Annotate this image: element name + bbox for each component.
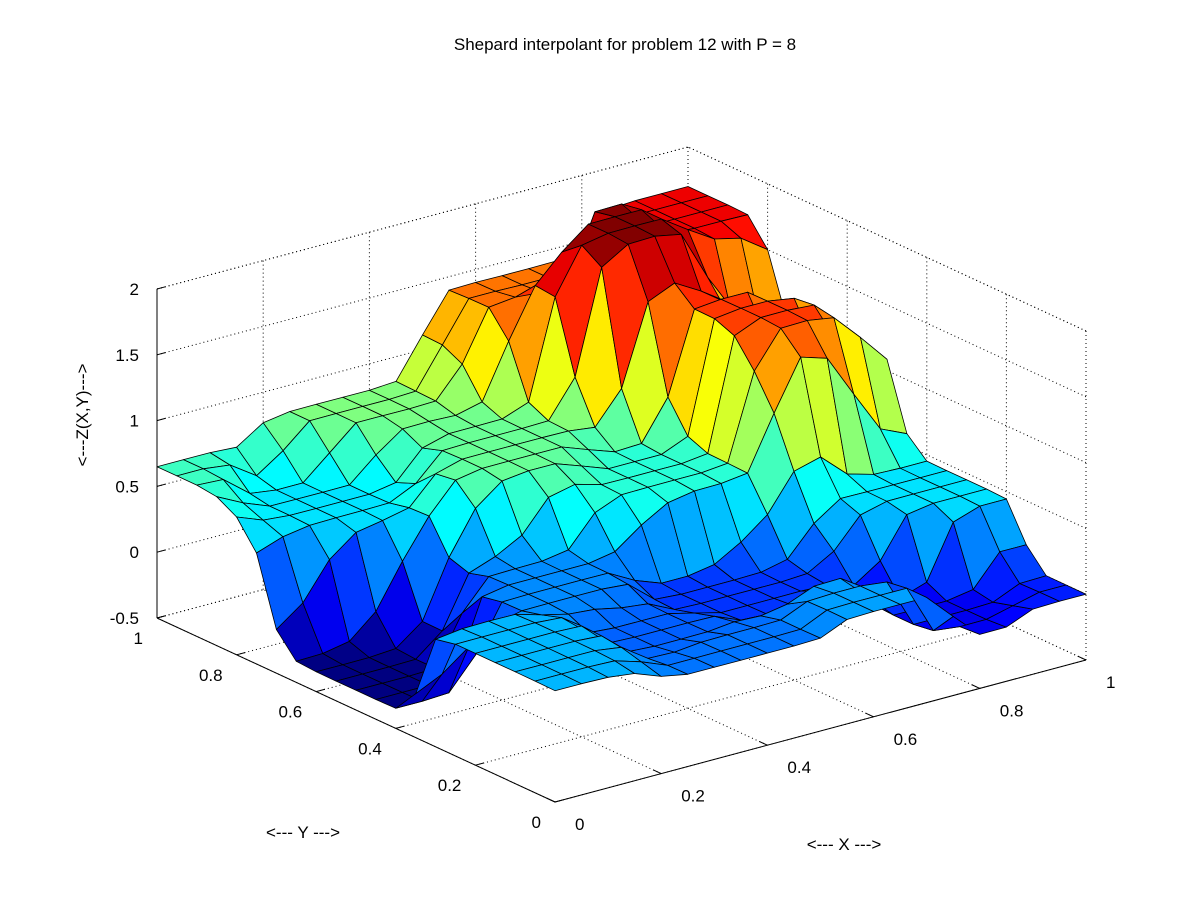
x-tick-label: 0 bbox=[575, 815, 584, 834]
z-tick-label: 1.5 bbox=[115, 346, 139, 365]
x-axis-tick bbox=[971, 684, 981, 689]
z-tick-label: -0.5 bbox=[110, 609, 139, 628]
x-tick-label: 1 bbox=[1106, 673, 1115, 692]
surface-patch bbox=[1039, 584, 1087, 602]
z-axis-tick bbox=[156, 549, 166, 553]
z-axis-tick bbox=[156, 417, 166, 422]
x-tick-label: 0.8 bbox=[1000, 701, 1024, 720]
x-axis-tick bbox=[865, 712, 874, 718]
z-axis-tick bbox=[156, 286, 166, 290]
z-tick-label: 2 bbox=[130, 280, 139, 299]
tick-labels: 00.20.40.60.8100.20.40.60.81-0.500.511.5… bbox=[110, 280, 1116, 834]
y-tick-label: 0.2 bbox=[438, 776, 462, 795]
x-axis-tick bbox=[759, 740, 768, 746]
z-tick-label: 1 bbox=[130, 412, 139, 431]
z-tick-label: 0.5 bbox=[115, 477, 139, 496]
y-axis-tick bbox=[475, 762, 485, 766]
y-tick-label: 0 bbox=[532, 813, 541, 832]
z-axis-label: <---Z(X,Y)---> bbox=[73, 363, 92, 466]
z-axis-tick bbox=[156, 351, 166, 356]
x-tick-label: 0.4 bbox=[787, 758, 811, 777]
z-tick-label: 0 bbox=[130, 543, 139, 562]
z-axis-tick bbox=[156, 483, 166, 487]
x-axis-label: <--- X ---> bbox=[807, 835, 882, 854]
x-tick-label: 0.6 bbox=[894, 730, 918, 749]
x-axis-tick bbox=[546, 797, 556, 803]
y-tick-label: 0.8 bbox=[199, 666, 223, 685]
y-axis-tick bbox=[554, 799, 564, 803]
x-tick-label: 0.2 bbox=[681, 787, 705, 806]
z-axis-tick bbox=[156, 615, 166, 619]
y-axis-line bbox=[156, 617, 556, 803]
y-axis-label: <--- Y ---> bbox=[266, 823, 340, 842]
x-axis-tick bbox=[652, 769, 662, 775]
surface-mesh bbox=[156, 186, 1087, 709]
y-tick-label: 0.6 bbox=[279, 703, 303, 722]
y-tick-label: 0.4 bbox=[358, 739, 382, 758]
chart-title: Shepard interpolant for problem 12 with … bbox=[454, 35, 796, 54]
y-axis-tick bbox=[316, 688, 326, 693]
x-axis-tick bbox=[1077, 655, 1087, 661]
y-axis-tick bbox=[395, 725, 405, 729]
axis-lines bbox=[156, 286, 1087, 803]
y-tick-label: 1 bbox=[134, 629, 143, 648]
y-axis-tick bbox=[236, 651, 246, 656]
x-axis-line bbox=[554, 659, 1087, 803]
